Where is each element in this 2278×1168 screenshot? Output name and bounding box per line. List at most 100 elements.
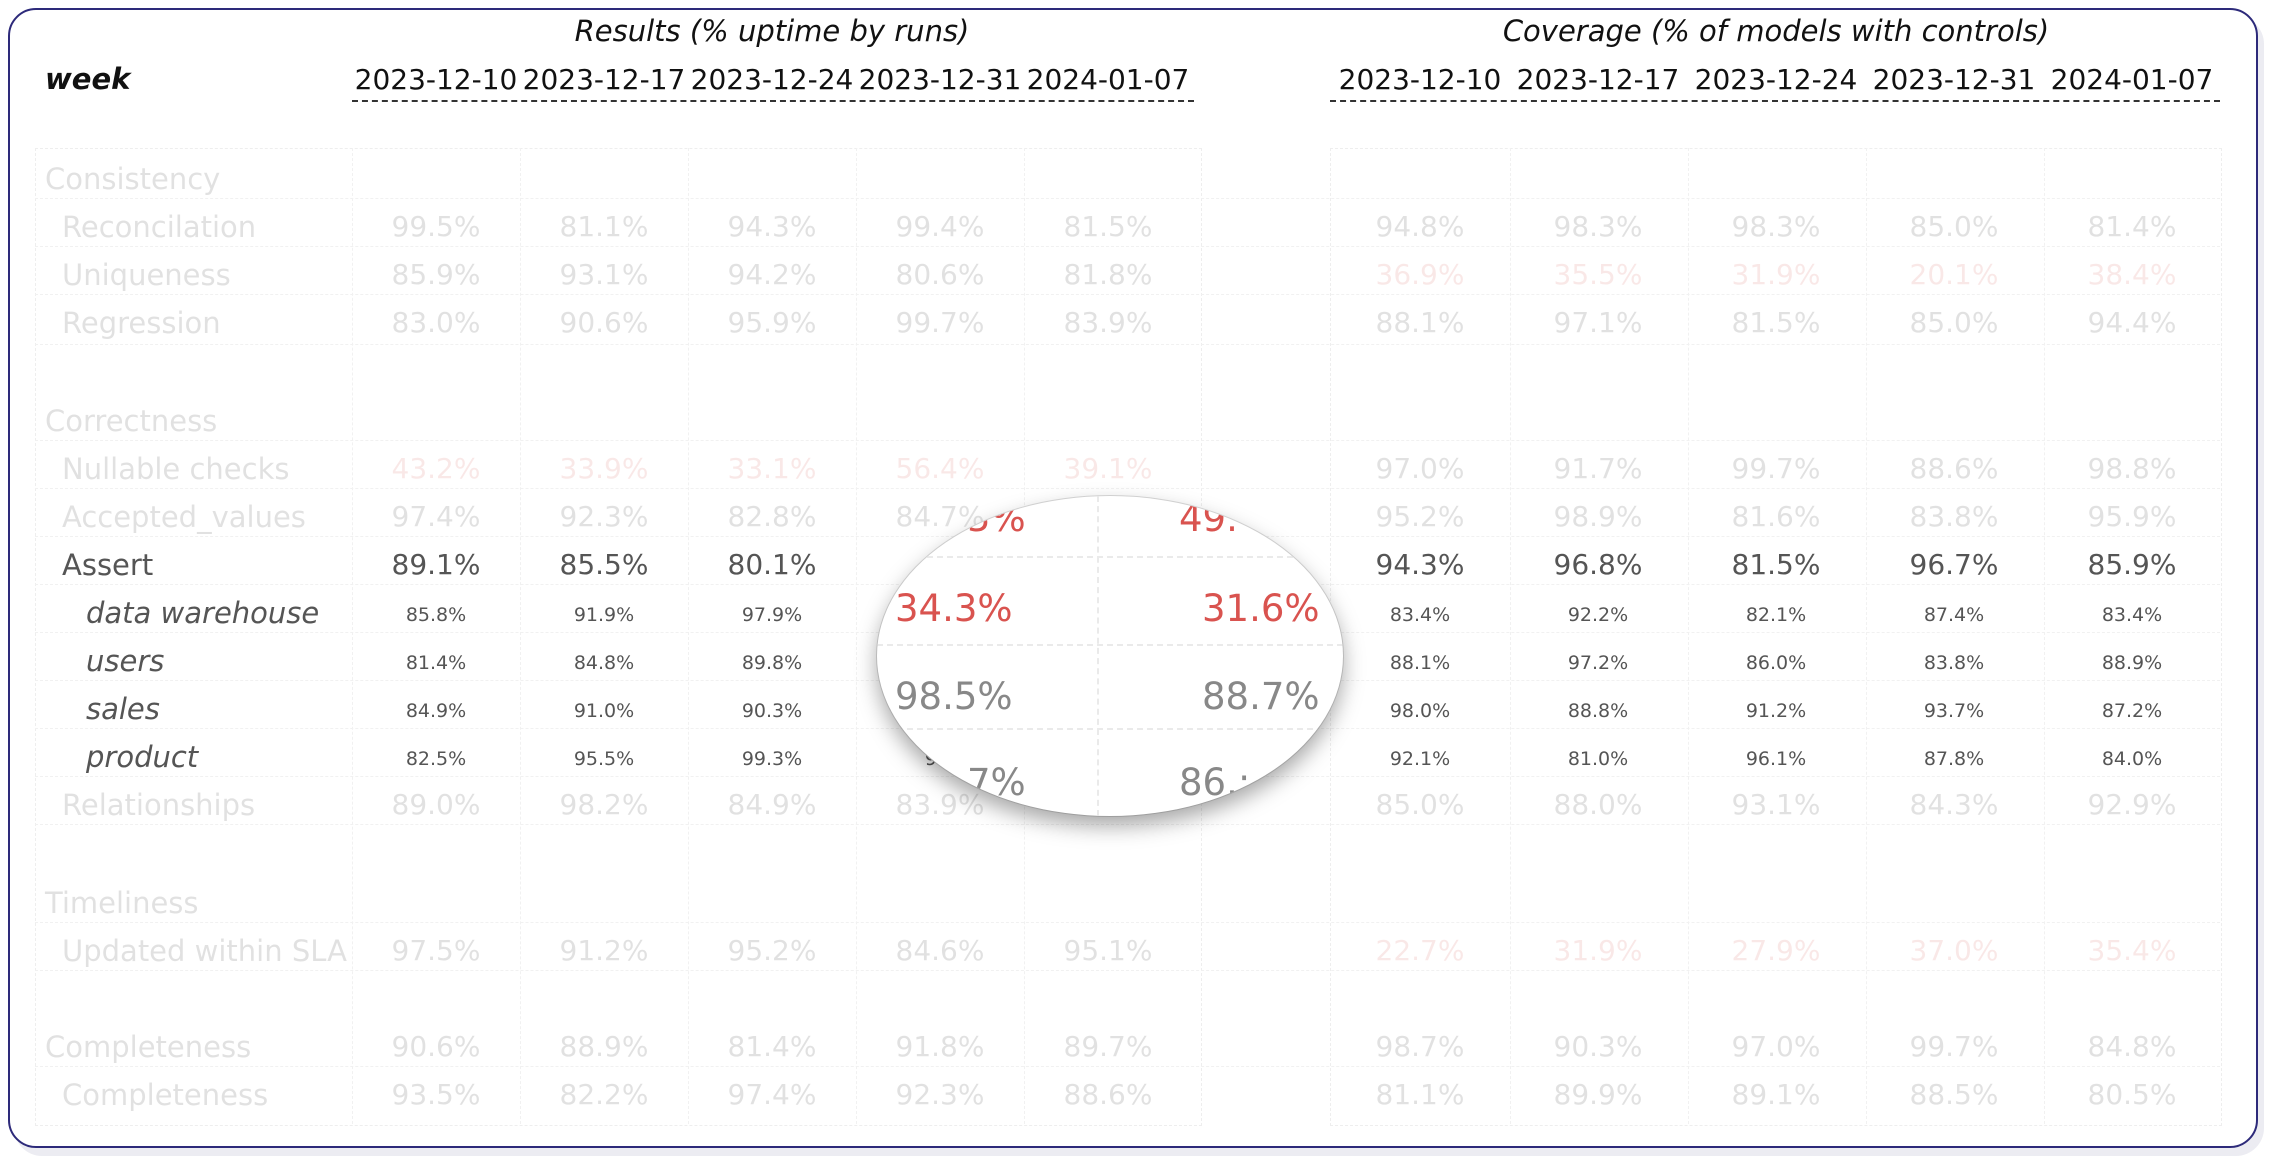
results-date-header[interactable]: 2024-01-07 [1026, 63, 1190, 96]
results-value-cell[interactable]: 43.2% [391, 452, 481, 485]
coverage-value-cell[interactable]: 97.0% [1731, 1030, 1821, 1063]
results-value-cell[interactable]: 97.9% [741, 604, 803, 626]
results-value-cell[interactable]: 82.2% [559, 1078, 649, 1111]
results-value-cell[interactable]: 91.2% [559, 934, 649, 967]
results-value-cell[interactable]: 83.0% [391, 306, 481, 339]
results-value-cell[interactable]: 90.6% [559, 306, 649, 339]
results-value-cell[interactable]: 56.4% [895, 452, 985, 485]
results-value-cell[interactable]: 99.3% [741, 748, 803, 770]
coverage-value-cell[interactable]: 94.8% [1375, 210, 1465, 243]
results-value-cell[interactable]: 85.8% [405, 604, 467, 626]
results-value-cell[interactable]: 88.9% [559, 1030, 649, 1063]
coverage-value-cell[interactable]: 27.9% [1731, 934, 1821, 967]
results-date-header[interactable]: 2023-12-17 [522, 63, 686, 96]
results-value-cell[interactable]: 94.3% [727, 210, 817, 243]
coverage-value-cell[interactable]: 94.4% [2087, 306, 2177, 339]
results-value-cell[interactable]: 99.7% [895, 306, 985, 339]
coverage-value-cell[interactable]: 98.3% [1731, 210, 1821, 243]
coverage-value-cell[interactable]: 87.2% [2101, 700, 2163, 722]
coverage-value-cell[interactable]: 98.0% [1389, 700, 1451, 722]
coverage-value-cell[interactable]: 86.0% [1745, 652, 1807, 674]
coverage-value-cell[interactable]: 88.6% [1909, 452, 1999, 485]
coverage-value-cell[interactable]: 83.8% [1909, 500, 1999, 533]
coverage-date-header[interactable]: 2023-12-10 [1338, 63, 1502, 96]
coverage-value-cell[interactable]: 93.7% [1923, 700, 1985, 722]
results-value-cell[interactable]: 85.5% [559, 548, 649, 581]
results-value-cell[interactable]: 81.4% [727, 1030, 817, 1063]
results-value-cell[interactable]: 88.6% [1063, 1078, 1153, 1111]
results-value-cell[interactable]: 89.1% [391, 548, 481, 581]
coverage-value-cell[interactable]: 83.8% [1923, 652, 1985, 674]
coverage-value-cell[interactable]: 97.2% [1567, 652, 1629, 674]
results-value-cell[interactable]: 82.8% [727, 500, 817, 533]
coverage-value-cell[interactable]: 92.2% [1567, 604, 1629, 626]
coverage-value-cell[interactable]: 80.5% [2087, 1078, 2177, 1111]
coverage-value-cell[interactable]: 87.8% [1923, 748, 1985, 770]
results-value-cell[interactable]: 84.9% [405, 700, 467, 722]
coverage-value-cell[interactable]: 96.1% [1745, 748, 1807, 770]
coverage-date-header[interactable]: 2023-12-24 [1694, 63, 1858, 96]
coverage-value-cell[interactable]: 85.0% [1909, 306, 1999, 339]
results-value-cell[interactable]: 90.6% [391, 1030, 481, 1063]
coverage-value-cell[interactable]: 95.9% [2087, 500, 2177, 533]
coverage-value-cell[interactable]: 84.3% [1909, 788, 1999, 821]
results-value-cell[interactable]: 91.8% [895, 1030, 985, 1063]
results-value-cell[interactable]: 94.2% [727, 258, 817, 291]
results-value-cell[interactable]: 84.9% [727, 788, 817, 821]
results-value-cell[interactable]: 85.9% [391, 258, 481, 291]
coverage-value-cell[interactable]: 91.7% [1553, 452, 1643, 485]
coverage-value-cell[interactable]: 92.9% [2087, 788, 2177, 821]
coverage-value-cell[interactable]: 81.4% [2087, 210, 2177, 243]
coverage-value-cell[interactable]: 97.0% [1375, 452, 1465, 485]
results-value-cell[interactable]: 99.5% [391, 210, 481, 243]
coverage-date-header[interactable]: 2023-12-17 [1516, 63, 1680, 96]
coverage-value-cell[interactable]: 91.2% [1745, 700, 1807, 722]
results-value-cell[interactable]: 89.0% [391, 788, 481, 821]
coverage-value-cell[interactable]: 88.1% [1375, 306, 1465, 339]
results-value-cell[interactable]: 81.8% [1063, 258, 1153, 291]
results-value-cell[interactable]: 89.8% [741, 652, 803, 674]
coverage-value-cell[interactable]: 90.3% [1553, 1030, 1643, 1063]
coverage-value-cell[interactable]: 88.0% [1553, 788, 1643, 821]
coverage-value-cell[interactable]: 81.0% [1567, 748, 1629, 770]
results-value-cell[interactable]: 81.5% [1063, 210, 1153, 243]
coverage-value-cell[interactable]: 84.0% [2101, 748, 2163, 770]
results-value-cell[interactable]: 92.3% [559, 500, 649, 533]
coverage-value-cell[interactable]: 98.9% [1553, 500, 1643, 533]
coverage-date-header[interactable]: 2024-01-07 [2050, 63, 2214, 96]
coverage-value-cell[interactable]: 35.4% [2087, 934, 2177, 967]
coverage-value-cell[interactable]: 37.0% [1909, 934, 1999, 967]
coverage-value-cell[interactable]: 81.6% [1731, 500, 1821, 533]
coverage-value-cell[interactable]: 89.1% [1731, 1078, 1821, 1111]
results-value-cell[interactable]: 33.1% [727, 452, 817, 485]
coverage-date-header[interactable]: 2023-12-31 [1872, 63, 2036, 96]
results-value-cell[interactable]: 89.7% [1063, 1030, 1153, 1063]
coverage-value-cell[interactable]: 81.5% [1731, 548, 1821, 581]
results-value-cell[interactable]: 98.2% [559, 788, 649, 821]
coverage-value-cell[interactable]: 88.1% [1389, 652, 1451, 674]
coverage-value-cell[interactable]: 99.7% [1909, 1030, 1999, 1063]
results-value-cell[interactable]: 90.3% [741, 700, 803, 722]
coverage-value-cell[interactable]: 88.9% [2101, 652, 2163, 674]
coverage-value-cell[interactable]: 20.1% [1909, 258, 1999, 291]
coverage-value-cell[interactable]: 82.1% [1745, 604, 1807, 626]
results-value-cell[interactable]: 95.2% [727, 934, 817, 967]
coverage-value-cell[interactable]: 85.9% [2087, 548, 2177, 581]
coverage-value-cell[interactable]: 94.3% [1375, 548, 1465, 581]
results-value-cell[interactable]: 84.6% [895, 934, 985, 967]
coverage-value-cell[interactable]: 89.9% [1553, 1078, 1643, 1111]
results-value-cell[interactable]: 80.1% [727, 548, 817, 581]
coverage-value-cell[interactable]: 81.5% [1731, 306, 1821, 339]
coverage-value-cell[interactable]: 98.3% [1553, 210, 1643, 243]
coverage-value-cell[interactable]: 36.9% [1375, 258, 1465, 291]
results-date-header[interactable]: 2023-12-24 [690, 63, 854, 96]
coverage-value-cell[interactable]: 93.1% [1731, 788, 1821, 821]
coverage-value-cell[interactable]: 88.8% [1567, 700, 1629, 722]
coverage-value-cell[interactable]: 98.8% [2087, 452, 2177, 485]
results-value-cell[interactable]: 93.5% [391, 1078, 481, 1111]
results-date-header[interactable]: 2023-12-31 [858, 63, 1022, 96]
coverage-value-cell[interactable]: 95.2% [1375, 500, 1465, 533]
coverage-value-cell[interactable]: 85.0% [1375, 788, 1465, 821]
results-value-cell[interactable]: 99.4% [895, 210, 985, 243]
coverage-value-cell[interactable]: 99.7% [1731, 452, 1821, 485]
